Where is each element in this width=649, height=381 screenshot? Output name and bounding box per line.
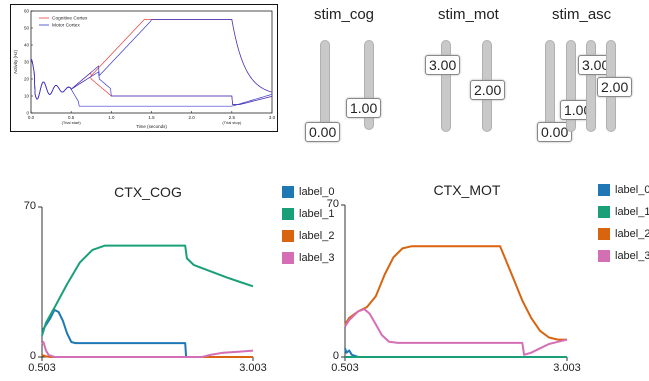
legend-label: label_1	[615, 206, 649, 218]
ref-x-axis-label: Time (seconds)	[136, 124, 167, 129]
legend-swatch	[282, 208, 294, 220]
series-line-label-0	[344, 347, 567, 358]
ref-y-tick-label: 30	[24, 60, 30, 65]
slider-group-title: stim_asc	[552, 6, 612, 23]
ref-x-tick-label: 2.5	[229, 115, 236, 120]
ref-y-tick-label: 50	[24, 26, 30, 31]
legend-swatch	[282, 252, 294, 264]
legend-label: label_2	[299, 230, 335, 242]
ref-y-tick-label: 10	[24, 94, 30, 99]
ref-y-tick-label: 0	[26, 111, 29, 116]
ref-x-tick-label: 3.0	[269, 115, 276, 120]
ref-motor-low-line	[30, 58, 273, 105]
slider-value-box[interactable]: 0.00	[305, 122, 341, 142]
slider-track[interactable]	[364, 40, 374, 130]
ref-y-axis-label: Activity (Hz)	[13, 50, 18, 75]
ref-legend-label: Motor Cortex	[52, 23, 80, 29]
ref-y-tick-label: 40	[24, 43, 30, 48]
ref-trial-stop-label: (Trial stop)	[222, 120, 242, 125]
ref-legend-label: Cognitive Cortex	[52, 16, 88, 22]
legend-swatch	[598, 250, 610, 262]
ref-x-tick-label: 1.5	[148, 115, 155, 120]
ref-x-tick-label: 1.0	[108, 115, 115, 120]
slider-track[interactable]	[320, 40, 330, 135]
slider-value-box[interactable]: 3.00	[425, 55, 461, 75]
reference-plot: 0 10 20 30 40 50 60 0.0 0.5 1.0 1.5 2.0 2.5 3.0 (Trial…	[13, 9, 276, 130]
series-line-label-1	[41, 244, 254, 336]
legend-swatch	[282, 230, 294, 242]
legend-label: label_3	[615, 250, 649, 262]
ref-cognitive-low-line	[30, 58, 273, 105]
series-line-label-0	[41, 308, 253, 358]
ref-x-tick-label: 0.5	[68, 115, 75, 120]
slider-group-title: stim_cog	[314, 6, 375, 23]
series-line-label-3	[41, 341, 254, 358]
slider-value-box[interactable]: 1.00	[346, 98, 382, 118]
ref-x-tick-label: 0.0	[28, 115, 35, 120]
slider-group-title: stim_mot	[438, 6, 499, 23]
chart-plot	[341, 204, 568, 361]
slider-value-box[interactable]: 2.00	[597, 77, 633, 97]
ref-motor-high-line	[30, 19, 273, 100]
reference-figure: 0 10 20 30 40 50 60 0.0 0.5 1.0 1.5 2.0 2.5 3.0 (Trial…	[10, 4, 278, 132]
chart-title: CTX_MOT	[433, 182, 501, 198]
ref-y-tick-label: 60	[24, 9, 30, 14]
ref-cognitive-high-line	[30, 19, 273, 100]
y-tick-label: 0	[29, 350, 36, 362]
slider-track[interactable]	[586, 40, 596, 132]
x-tick-label: 3.003	[553, 362, 581, 374]
slider-track[interactable]	[441, 40, 451, 132]
series-line-label-2	[344, 245, 567, 341]
chart-title: CTX_COG	[114, 184, 182, 200]
legend-swatch	[598, 184, 610, 196]
legend-label: label_0	[615, 184, 649, 196]
x-tick-label: 3.003	[239, 362, 267, 374]
ref-x-tick-label: 2.0	[189, 115, 196, 120]
legend-label: label_2	[615, 228, 649, 240]
series-line-label-3	[344, 308, 568, 356]
legend-label: label_0	[299, 186, 335, 198]
ref-y-tick-label: 20	[24, 77, 30, 82]
x-tick-label: 0.503	[28, 362, 56, 374]
slider-value-box[interactable]: 2.00	[470, 80, 506, 100]
x-tick-label: 0.503	[331, 362, 359, 374]
legend-swatch	[598, 228, 610, 240]
slider-value-box[interactable]: 3.00	[578, 55, 614, 75]
slider-track[interactable]	[545, 40, 555, 135]
chart-plot	[38, 206, 254, 361]
ref-trial-start-label: (Trial start)	[62, 120, 82, 125]
slider-track[interactable]	[566, 40, 576, 132]
y-tick-label: 70	[326, 198, 339, 210]
y-tick-label: 0	[332, 350, 339, 362]
legend-label: label_1	[299, 208, 335, 220]
ref-motor-fast-line	[30, 58, 273, 107]
legend-swatch	[282, 186, 294, 198]
slider-value-box[interactable]: 0.00	[537, 122, 573, 142]
legend-label: label_3	[299, 252, 335, 264]
y-tick-label: 70	[23, 200, 36, 212]
legend-swatch	[598, 206, 610, 218]
